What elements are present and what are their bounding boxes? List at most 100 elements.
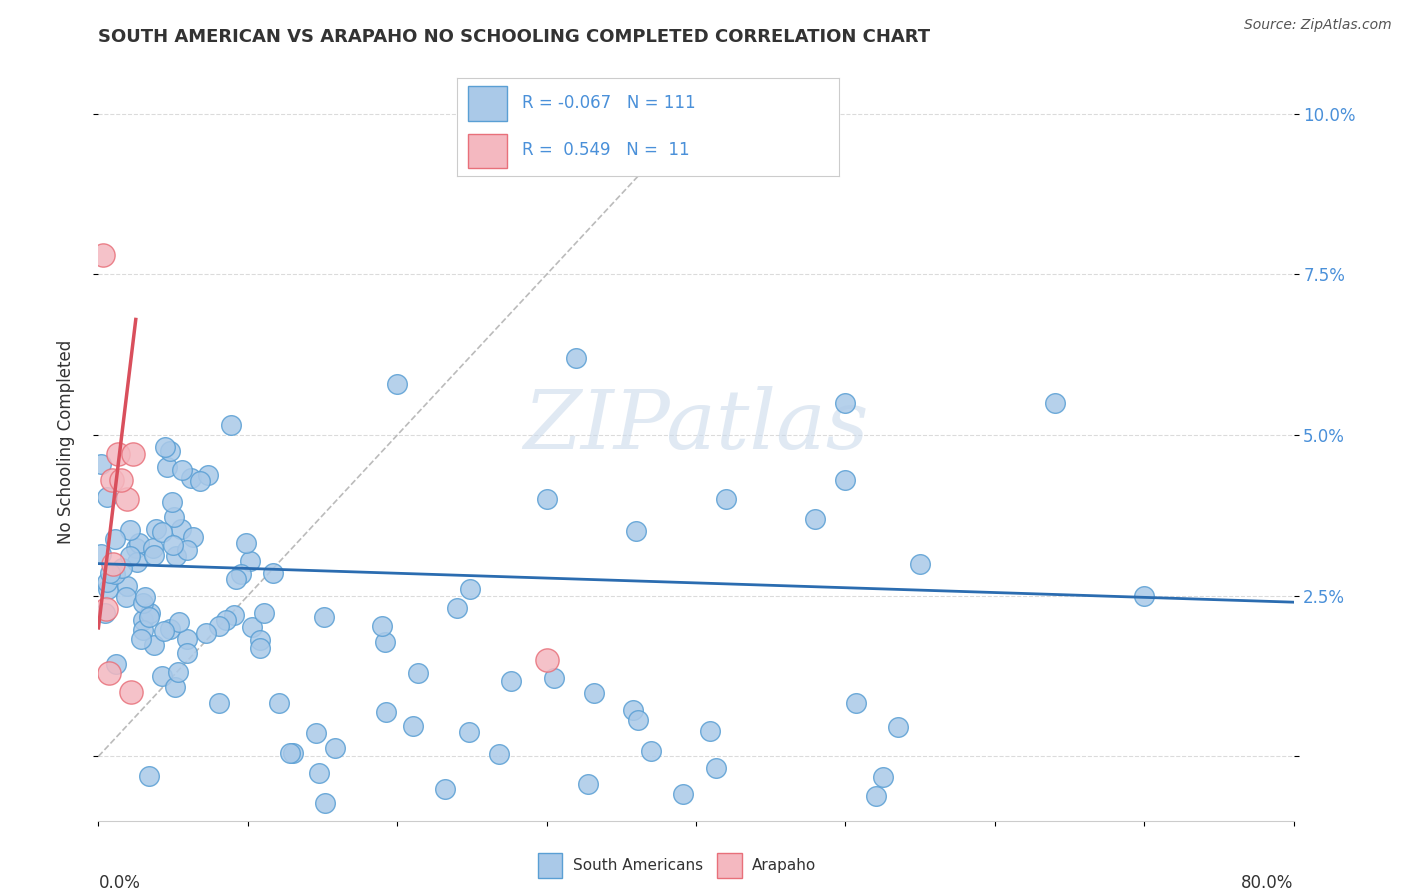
Point <box>162 538 184 552</box>
Point <box>110 473 132 487</box>
Point <box>145 522 167 536</box>
Point <box>872 770 894 784</box>
Text: South Americans: South Americans <box>574 858 703 872</box>
Point <box>672 788 695 802</box>
FancyBboxPatch shape <box>717 853 742 878</box>
Point <box>104 533 127 547</box>
Point <box>129 632 152 646</box>
Point <box>163 680 186 694</box>
Point <box>458 582 481 597</box>
Point <box>278 746 301 760</box>
Point <box>253 606 276 620</box>
Point <box>239 554 262 568</box>
Point <box>131 596 153 610</box>
Point <box>120 549 142 563</box>
Point <box>118 523 141 537</box>
Point <box>90 547 112 561</box>
Point <box>269 696 291 710</box>
Point <box>219 417 242 432</box>
Point <box>170 463 193 477</box>
Point <box>262 566 284 581</box>
Point <box>111 561 134 575</box>
Point <box>131 624 153 638</box>
Point <box>208 619 231 633</box>
Point <box>235 536 257 550</box>
Point <box>499 673 522 688</box>
Point <box>167 665 190 679</box>
Point <box>153 440 176 454</box>
Point <box>176 542 198 557</box>
Point <box>97 582 120 597</box>
Point <box>91 248 114 262</box>
Point <box>183 530 205 544</box>
Point <box>1043 396 1066 410</box>
Point <box>834 473 856 487</box>
Point <box>249 641 271 656</box>
Point <box>627 713 650 727</box>
Point <box>104 567 127 582</box>
Point <box>583 686 606 700</box>
Point <box>98 566 121 580</box>
Point <box>96 490 118 504</box>
Point <box>115 492 138 507</box>
Point <box>105 657 128 672</box>
Text: Arapaho: Arapaho <box>752 858 817 872</box>
Y-axis label: No Schooling Completed: No Schooling Completed <box>56 340 75 543</box>
Point <box>194 625 217 640</box>
Point <box>714 492 737 507</box>
Point <box>143 638 166 652</box>
Point <box>188 474 211 488</box>
Point <box>107 447 129 461</box>
Point <box>138 769 160 783</box>
Point <box>114 591 136 605</box>
Point <box>125 555 148 569</box>
Point <box>224 607 246 622</box>
Point <box>159 443 181 458</box>
Point <box>281 746 304 760</box>
Point <box>150 669 173 683</box>
Point <box>156 459 179 474</box>
Point <box>142 541 165 555</box>
Point <box>305 726 328 740</box>
Point <box>576 777 599 791</box>
Point <box>90 458 112 472</box>
Text: 80.0%: 80.0% <box>1241 874 1294 892</box>
Point <box>120 685 142 699</box>
Point <box>536 653 558 667</box>
Point <box>159 622 181 636</box>
Point <box>908 557 931 571</box>
Point <box>385 376 409 391</box>
Point <box>229 566 252 581</box>
Point <box>115 579 138 593</box>
Point <box>176 632 198 647</box>
Point <box>138 610 160 624</box>
Point <box>699 724 721 739</box>
Point <box>160 495 183 509</box>
Point <box>163 509 186 524</box>
Point <box>121 447 143 461</box>
Point <box>370 618 392 632</box>
Point <box>240 620 263 634</box>
Point <box>804 511 827 525</box>
Point <box>323 741 346 756</box>
FancyBboxPatch shape <box>537 853 562 878</box>
Point <box>152 524 174 539</box>
Point <box>312 610 335 624</box>
Point <box>97 665 120 680</box>
Point <box>408 665 430 680</box>
Point <box>536 492 558 507</box>
Point <box>139 606 162 620</box>
Point <box>167 615 190 629</box>
Point <box>180 470 202 484</box>
Point <box>374 705 396 719</box>
Point <box>887 720 910 734</box>
Point <box>170 522 193 536</box>
Point <box>94 606 117 620</box>
Point <box>132 613 155 627</box>
Point <box>434 781 457 796</box>
Point <box>402 719 425 733</box>
Point <box>626 524 648 539</box>
Point <box>845 696 868 710</box>
Point <box>314 796 336 810</box>
Text: SOUTH AMERICAN VS ARAPAHO NO SCHOOLING COMPLETED CORRELATION CHART: SOUTH AMERICAN VS ARAPAHO NO SCHOOLING C… <box>98 28 931 45</box>
